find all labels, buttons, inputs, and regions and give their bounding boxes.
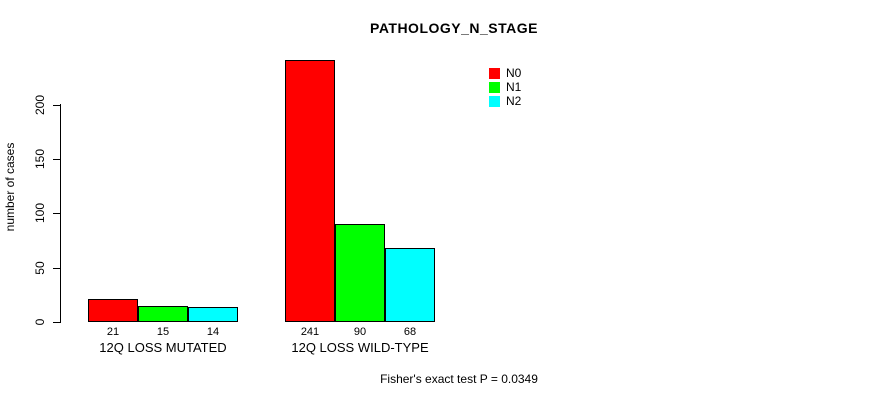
bar-n2-group2: [385, 248, 435, 322]
category-label: 12Q LOSS MUTATED: [99, 340, 227, 355]
y-tick-mark: [53, 322, 61, 323]
bar-value-label: 14: [206, 326, 220, 338]
legend-row-n0: N0: [489, 66, 521, 80]
bar-value-label: 21: [106, 326, 120, 338]
bar-n2-group1: [188, 307, 238, 322]
legend-swatch-n0: [489, 67, 500, 79]
y-tick-label: 0: [33, 318, 47, 326]
legend-row-n2: N2: [489, 94, 521, 108]
bar-value-label: 68: [403, 326, 417, 338]
bar-n0-group2: [285, 60, 335, 322]
bar-value-label: 241: [300, 326, 320, 338]
y-tick-mark: [53, 105, 61, 106]
legend-label: N0: [506, 65, 522, 80]
bar-n1-group1: [138, 306, 188, 322]
legend: N0 N1 N2: [489, 66, 521, 108]
y-tick-label: 200: [33, 94, 47, 116]
y-tick-mark: [53, 268, 61, 269]
y-tick-mark: [53, 159, 61, 160]
bar-value-label: 90: [353, 326, 367, 338]
legend-swatch-n1: [489, 81, 500, 93]
legend-swatch-n2: [489, 95, 500, 107]
legend-row-n1: N1: [489, 80, 521, 94]
y-axis-title: number of cases: [3, 142, 17, 232]
y-tick-label: 50: [33, 261, 47, 275]
bar-n1-group2: [335, 224, 385, 322]
bar-value-label: 15: [156, 326, 170, 338]
statistical-test-note: Fisher's exact test P = 0.0349: [380, 372, 538, 386]
legend-label: N2: [506, 93, 522, 108]
chart-title: PATHOLOGY_N_STAGE: [370, 20, 538, 36]
legend-label: N1: [506, 79, 522, 94]
y-tick-mark: [53, 213, 61, 214]
category-label: 12Q LOSS WILD-TYPE: [291, 340, 429, 355]
bar-n0-group1: [88, 299, 138, 322]
y-tick-label: 100: [33, 202, 47, 224]
y-tick-label: 150: [33, 148, 47, 170]
